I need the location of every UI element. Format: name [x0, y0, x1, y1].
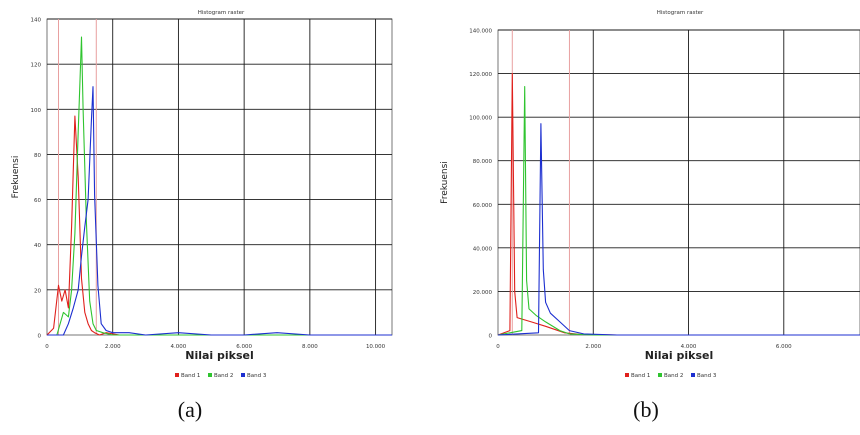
chart-a-xtick-label: 10.000 [366, 344, 386, 350]
chart-a-xtick-label: 0 [45, 344, 49, 350]
chart-b-ytick-label: 60.000 [473, 203, 493, 209]
caption-a: (a) [178, 397, 202, 422]
chart-b-plot-area [497, 29, 860, 336]
chart-a-legend-swatch-band-1 [175, 373, 179, 377]
chart-a-title: Histogram raster [198, 10, 245, 16]
chart-a-xtick-label: 4.000 [171, 344, 187, 350]
caption-b: (b) [633, 397, 659, 422]
chart-a-legend-label-band-1: Band 1 [181, 373, 200, 379]
chart-a-x-axis-label: Nilai piksel [185, 349, 254, 362]
histogram-chart-b: 0 20.000 40.000 60.000 80.000 100.000 120.000 1… [440, 10, 860, 379]
chart-b-ytick-label: 40.000 [473, 246, 493, 252]
chart-b-ytick-label: 0 [489, 334, 493, 340]
chart-a-legend-swatch-band-2 [208, 373, 212, 377]
chart-b-y-axis-label: Frekuensi [440, 161, 450, 204]
chart-a-ytick-label: 80 [34, 153, 41, 159]
chart-a-ytick-label: 40 [34, 243, 41, 249]
chart-a-legend-swatch-band-3 [241, 373, 245, 377]
chart-b-series-band-3 [497, 123, 860, 336]
chart-a-legend-label-band-2: Band 2 [214, 373, 233, 379]
chart-b-series-band-2 [497, 86, 860, 336]
chart-a-ytick-label: 140 [31, 18, 42, 24]
chart-b-ytick-label: 140.000 [469, 29, 492, 35]
chart-a-ytick-label: 20 [34, 288, 41, 294]
chart-a-y-axis-label: Frekuensi [11, 156, 21, 199]
chart-a-legend-label-band-3: Band 3 [247, 373, 267, 379]
chart-b-legend-swatch-band-1 [625, 373, 629, 377]
chart-b-xtick-label: 6.000 [776, 344, 792, 350]
chart-b-xtick-label: 2.000 [585, 344, 601, 350]
chart-a-xtick-label: 8.000 [302, 344, 318, 350]
chart-b-legend-swatch-band-2 [658, 373, 662, 377]
chart-b-legend-label-band-3: Band 3 [697, 373, 717, 379]
chart-a-series-band-3 [47, 86, 392, 336]
chart-a-plot-area [46, 18, 393, 336]
histogram-chart-a: 0 20 40 60 80 100 120 140 0 2.000 4.000 6.000 8.000 1… [11, 10, 393, 379]
chart-a-ytick-label: 0 [38, 334, 42, 340]
chart-b-legend-label-band-1: Band 1 [631, 373, 650, 379]
chart-b-ytick-label: 100.000 [469, 116, 492, 122]
chart-b-legend-swatch-band-3 [691, 373, 695, 377]
chart-a-xtick-label: 6.000 [236, 344, 252, 350]
chart-b-ytick-label: 20.000 [473, 290, 493, 296]
chart-a-ytick-label: 60 [34, 198, 41, 204]
chart-b-legend-label-band-2: Band 2 [664, 373, 683, 379]
chart-b-x-axis-label: Nilai piksel [645, 349, 714, 362]
chart-b-ytick-label: 120.000 [469, 72, 492, 78]
chart-a-ytick-label: 100 [31, 108, 42, 114]
chart-b-ytick-label: 80.000 [473, 159, 493, 165]
chart-a-xtick-label: 2.000 [105, 344, 121, 350]
chart-b-xtick-label: 4.000 [681, 344, 697, 350]
chart-b-xtick-label: 0 [496, 344, 500, 350]
chart-a-ytick-label: 120 [31, 63, 42, 69]
chart-b-title: Histogram raster [657, 10, 704, 16]
